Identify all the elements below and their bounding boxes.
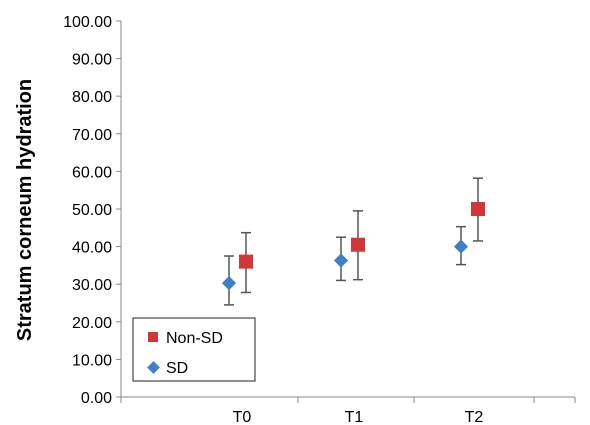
legend: Non-SD SD — [132, 317, 256, 382]
point-sd — [333, 253, 349, 268]
x-tick-label: T1 — [345, 409, 364, 425]
y-axis-label: Stratum corneum hydration — [14, 79, 36, 341]
x-tick-labels: T0 T1 T2 — [233, 409, 484, 425]
x-tick-label: T2 — [465, 409, 484, 425]
legend-label-non-sd: Non-SD — [166, 330, 223, 347]
y-tick-label: 100.00 — [63, 14, 112, 31]
point-non-sd — [351, 237, 365, 252]
legend-marker-sd — [147, 361, 160, 374]
y-tick-label: 10.00 — [72, 352, 112, 369]
y-tick-label: 80.00 — [72, 89, 112, 106]
axes — [116, 20, 576, 403]
y-tick-label: 20.00 — [72, 315, 112, 332]
point-sd — [221, 276, 237, 291]
x-tick-label: T0 — [233, 409, 252, 425]
legend-marker-non-sd — [148, 332, 158, 342]
y-tick-label: 40.00 — [72, 240, 112, 257]
y-tick-label: 70.00 — [72, 127, 112, 144]
point-non-sd — [471, 202, 485, 216]
y-tick-label: 30.00 — [72, 277, 112, 294]
y-tick-label: 90.00 — [72, 52, 112, 69]
y-tick-label: 60.00 — [72, 164, 112, 181]
point-non-sd — [239, 254, 253, 269]
y-tick-label: 50.00 — [72, 202, 112, 219]
point-sd — [453, 239, 469, 254]
y-tick-labels: 0.00 10.00 20.00 30.00 40.00 50.00 60.00 70.00 8… — [63, 14, 112, 407]
data-points — [221, 202, 485, 291]
legend-label-sd: SD — [166, 360, 188, 377]
y-tick-label: 0.00 — [81, 390, 112, 407]
